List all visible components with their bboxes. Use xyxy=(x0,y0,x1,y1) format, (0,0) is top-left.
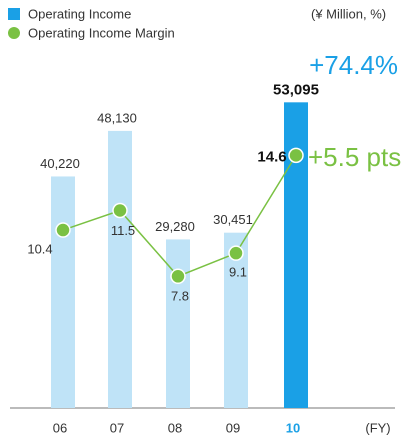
x-tick-label: 10 xyxy=(286,420,300,435)
annotation: +5.5 pts xyxy=(308,142,401,172)
data-label: 14.6 xyxy=(257,148,286,165)
data-label: 40,220 xyxy=(40,156,80,171)
data-label: 7.8 xyxy=(171,289,189,304)
x-axis-label: (FY) xyxy=(365,420,390,435)
bar xyxy=(108,130,132,409)
x-tick-label: 07 xyxy=(110,420,124,435)
x-tick-label: 06 xyxy=(53,420,67,435)
marker xyxy=(288,147,304,164)
data-label: 29,280 xyxy=(155,219,195,234)
data-label: 11.5 xyxy=(111,223,135,238)
x-tick-label: 08 xyxy=(168,420,182,435)
bar xyxy=(224,232,248,408)
data-label: 9.1 xyxy=(229,265,247,280)
data-label: 10.4 xyxy=(27,241,52,256)
marker xyxy=(170,268,186,285)
marker xyxy=(112,202,128,219)
legend-label: Operating Income Margin xyxy=(28,25,175,40)
x-tick-label: 09 xyxy=(226,420,240,435)
bar xyxy=(166,239,190,408)
data-label: 53,095 xyxy=(273,81,319,98)
legend-label: Operating Income xyxy=(28,6,131,21)
data-label: 48,130 xyxy=(97,110,137,125)
annotation: +74.4% xyxy=(309,50,398,80)
marker xyxy=(228,245,244,261)
bar xyxy=(51,176,75,408)
legend-swatch xyxy=(8,8,20,20)
marker xyxy=(55,222,71,238)
unit-label: (¥ Million, %) xyxy=(311,6,386,21)
data-label: 30,451 xyxy=(213,212,253,227)
legend-swatch xyxy=(8,27,20,39)
